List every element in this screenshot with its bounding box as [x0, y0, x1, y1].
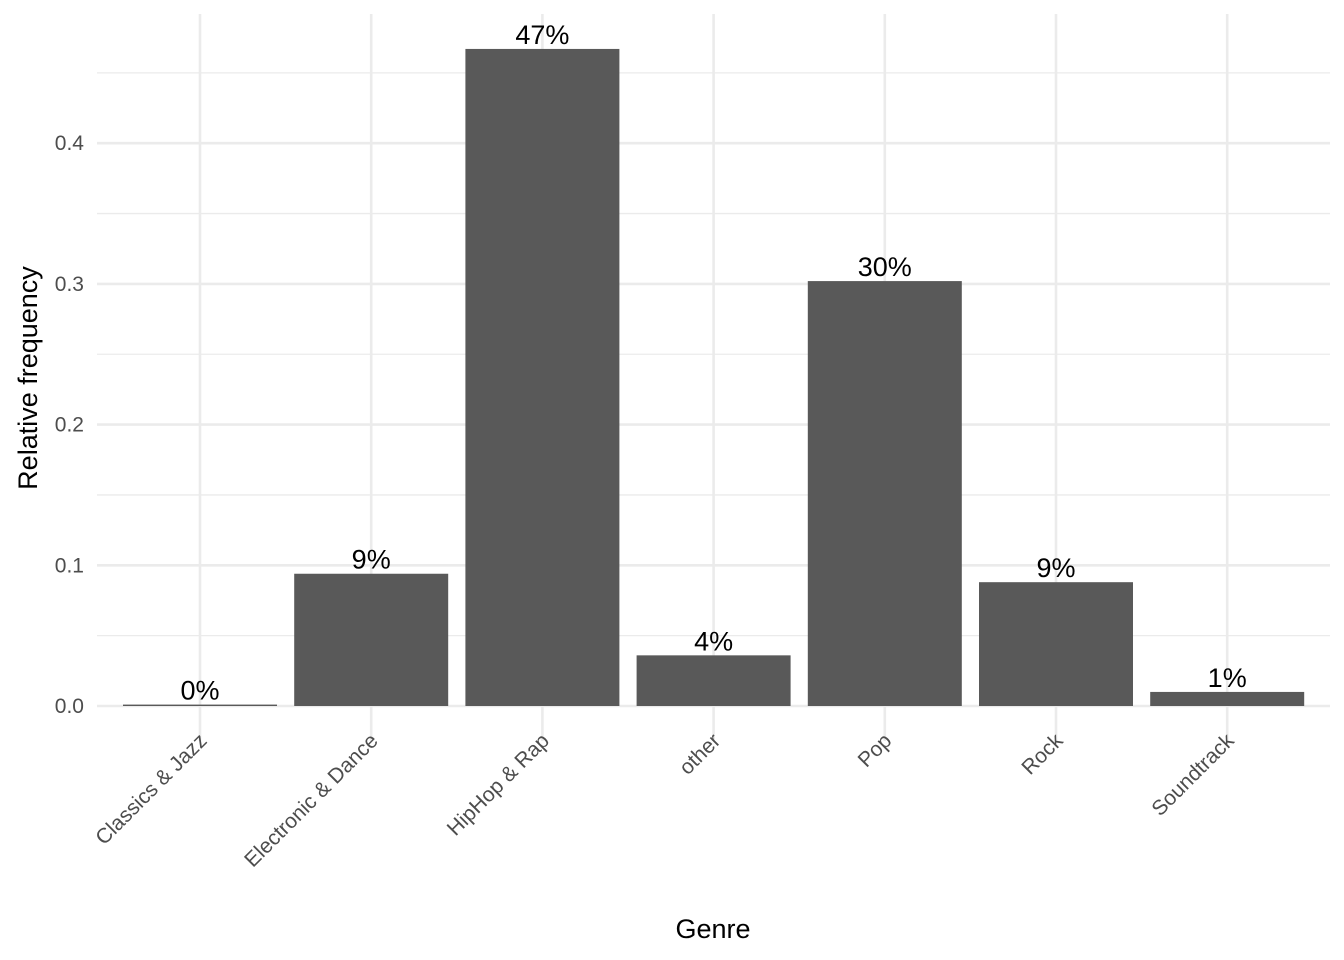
x-tick-label: Soundtrack — [1147, 729, 1239, 821]
bar — [979, 582, 1133, 706]
bar — [123, 704, 277, 706]
bars — [123, 48, 1305, 706]
bar-value-label: 9% — [352, 545, 391, 575]
bar-value-label: 1% — [1208, 663, 1247, 693]
x-tick-label: HipHop & Rap — [443, 729, 554, 840]
bar — [465, 48, 620, 706]
bar-value-label: 0% — [180, 676, 219, 706]
data-labels: 0% 9% 47% 4% 30% 9% 1% — [180, 20, 1246, 706]
bar — [807, 281, 962, 706]
bar-value-label: 47% — [515, 20, 569, 50]
x-tick-labels: Classics & Jazz Electronic & Dance HipHop … — [91, 729, 1239, 872]
x-tick-label: Classics & Jazz — [91, 729, 211, 849]
bar-value-label: 4% — [694, 626, 733, 656]
x-tick-label: Pop — [854, 729, 897, 772]
y-tick-label: 0.1 — [55, 554, 84, 577]
y-tick-label: 0.4 — [55, 132, 85, 155]
bar — [1150, 691, 1305, 706]
bar-value-label: 9% — [1036, 553, 1075, 583]
x-tick-label: Electronic & Dance — [240, 729, 383, 872]
y-tick-label: 0.2 — [55, 414, 84, 437]
bar — [636, 655, 791, 706]
bar-value-label: 30% — [858, 252, 912, 282]
x-tick-label: other — [675, 729, 725, 779]
y-axis-title: Relative frequency — [13, 266, 43, 490]
y-tick-labels: 0.0 0.1 0.2 0.3 0.4 — [55, 132, 85, 718]
y-tick-label: 0.3 — [55, 273, 84, 296]
x-tick-label: Rock — [1017, 729, 1067, 779]
bar — [294, 573, 449, 706]
y-tick-label: 0.0 — [55, 695, 84, 718]
x-axis-title: Genre — [675, 914, 750, 944]
